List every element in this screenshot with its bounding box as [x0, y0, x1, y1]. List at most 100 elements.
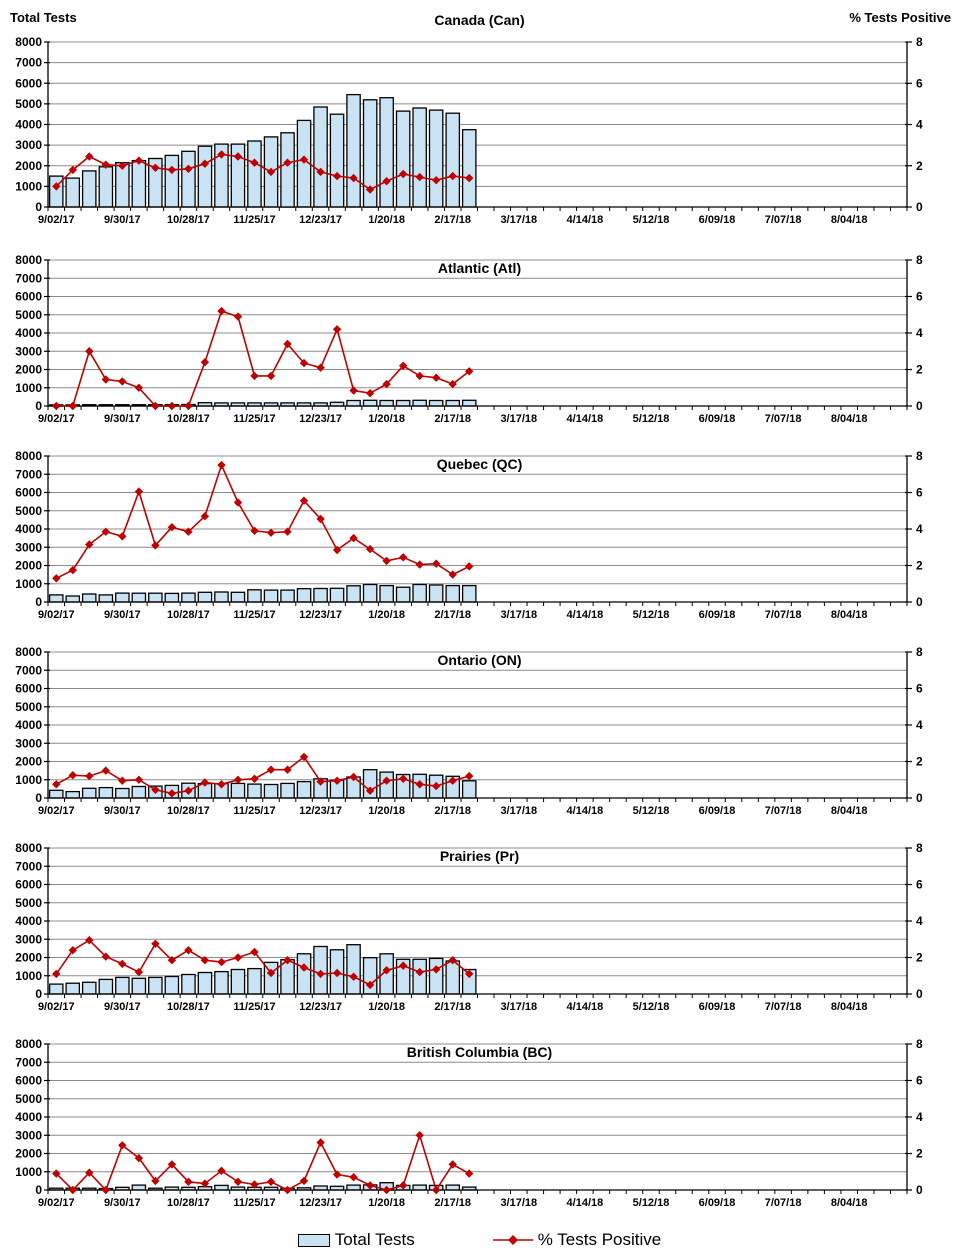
y-right-tick-label: 2 [916, 559, 923, 573]
x-tick-label: 1/20/18 [368, 214, 405, 226]
bar [379, 584, 394, 603]
y-right-tick-label: 8 [916, 253, 923, 267]
bar [115, 787, 130, 799]
diamond-marker-icon [233, 1177, 243, 1186]
y-left-tick-label: 1000 [15, 577, 42, 591]
x-tick-label: 6/09/18 [699, 413, 736, 425]
bar [98, 594, 114, 603]
bar [98, 166, 114, 208]
diamond-marker-icon [299, 496, 309, 505]
legend-item-pct-positive: % Tests Positive [492, 1230, 662, 1250]
diamond-marker-icon [299, 1176, 309, 1186]
y-right-tick-label: 2 [916, 363, 923, 377]
x-tick-label: 10/28/17 [167, 609, 210, 621]
bar [412, 107, 427, 208]
y-left-tick-label: 0 [35, 399, 42, 413]
x-tick-label: 4/14/18 [567, 1001, 604, 1013]
y-right-tick-label: 0 [916, 595, 923, 609]
bar [131, 159, 147, 208]
bar [395, 586, 411, 603]
y-right-tick-label: 8 [916, 645, 923, 659]
chart-plot: 0 1000 2000 3000 4000 5000 6000 7000 8000 0 2 4 6 8 9/… [15, 841, 923, 1013]
y-right-tick-label: 6 [916, 486, 923, 500]
y-left-tick-label: 1000 [15, 179, 42, 193]
bar [98, 978, 114, 995]
y-right-tick-label: 4 [916, 118, 923, 132]
x-tick-label: 5/12/18 [633, 805, 670, 817]
diamond-marker-icon [266, 1177, 276, 1186]
y-right-tick-label: 6 [916, 878, 923, 892]
total-tests-bars [48, 399, 477, 407]
bar [313, 106, 328, 208]
y-axis-left: 0 1000 2000 3000 4000 5000 6000 7000 8000 [15, 841, 50, 1001]
diamond-marker-icon [415, 172, 424, 182]
y-axis-right: 0 2 4 6 8 [905, 645, 923, 805]
diamond-marker-icon [118, 161, 127, 170]
diamond-marker-icon [399, 553, 408, 562]
x-tick-label: 2/17/18 [434, 805, 471, 817]
diamond-marker-icon [465, 367, 474, 376]
bar [148, 592, 163, 603]
x-tick-label: 12/23/17 [299, 214, 342, 226]
y-left-tick-label: 8000 [15, 35, 42, 49]
diamond-marker-icon [332, 545, 342, 555]
bar [445, 112, 461, 208]
y-left-tick-label: 0 [35, 791, 42, 805]
x-tick-label: 12/23/17 [299, 413, 342, 425]
y-left-tick-label: 6000 [15, 76, 42, 90]
x-tick-label: 9/30/17 [104, 1197, 141, 1209]
y-left-tick-label: 0 [35, 200, 42, 214]
x-tick-label: 5/12/18 [633, 1001, 670, 1013]
y-left-tick-label: 1000 [15, 969, 42, 983]
y-left-tick-label: 0 [35, 595, 42, 609]
x-tick-label: 10/28/17 [167, 1197, 210, 1209]
total-tests-bars [48, 93, 477, 208]
x-tick-label: 1/20/18 [368, 1001, 405, 1013]
bar [395, 110, 411, 208]
diamond-marker-icon [217, 306, 226, 316]
diamond-marker-icon [52, 574, 61, 583]
y-left-tick-label: 8000 [15, 841, 42, 855]
y-left-tick-label: 7000 [15, 663, 42, 677]
diamond-marker-icon [200, 1179, 210, 1188]
diamond-marker-icon [52, 401, 61, 411]
x-axis: 9/02/17 9/30/17 10/28/17 11/25/17 12/23/17 1/… [38, 602, 908, 621]
y-right-tick-label: 4 [916, 522, 923, 536]
y-left-tick-label: 3000 [15, 540, 42, 554]
y-left-tick-label: 3000 [15, 344, 42, 358]
diamond-marker-icon [415, 1131, 424, 1140]
bar [280, 782, 295, 799]
bar [461, 780, 477, 799]
diamond-marker-icon [432, 1185, 441, 1195]
bar [214, 591, 229, 603]
diamond-marker-icon [299, 358, 309, 368]
diamond-marker-icon [415, 560, 424, 569]
diamond-marker-icon [151, 401, 160, 411]
bar [428, 109, 444, 208]
legend-pct-positive-label: % Tests Positive [537, 1230, 662, 1249]
y-left-tick-label: 6000 [15, 682, 42, 696]
y-left-tick-label: 0 [35, 1183, 42, 1197]
diamond-marker-icon [382, 379, 391, 389]
x-tick-label: 9/02/17 [38, 805, 75, 817]
bar [346, 93, 361, 208]
bar [313, 587, 328, 603]
y-left-tick-label: 6000 [15, 486, 42, 500]
chart-plot: 0 1000 2000 3000 4000 5000 6000 7000 8000 0 2 4 6 8 9/… [15, 35, 923, 226]
diamond-marker-icon [151, 163, 160, 172]
y-left-tick-label: 2000 [15, 755, 42, 769]
diamond-marker-icon [250, 371, 259, 381]
diamond-marker-icon [382, 177, 391, 186]
diamond-marker-icon [465, 771, 474, 781]
diamond-marker-icon [432, 176, 441, 185]
y-left-tick-label: 7000 [15, 271, 42, 285]
x-tick-label: 1/20/18 [368, 1197, 405, 1209]
bar [379, 97, 394, 208]
x-tick-label: 2/17/18 [434, 609, 471, 621]
diamond-marker-icon [68, 771, 77, 780]
diamond-marker-icon [233, 775, 243, 784]
x-tick-label: 8/04/18 [831, 609, 868, 621]
bar [461, 129, 477, 208]
y-axis-right: 0 2 4 6 8 [905, 253, 923, 413]
bar [131, 977, 147, 995]
